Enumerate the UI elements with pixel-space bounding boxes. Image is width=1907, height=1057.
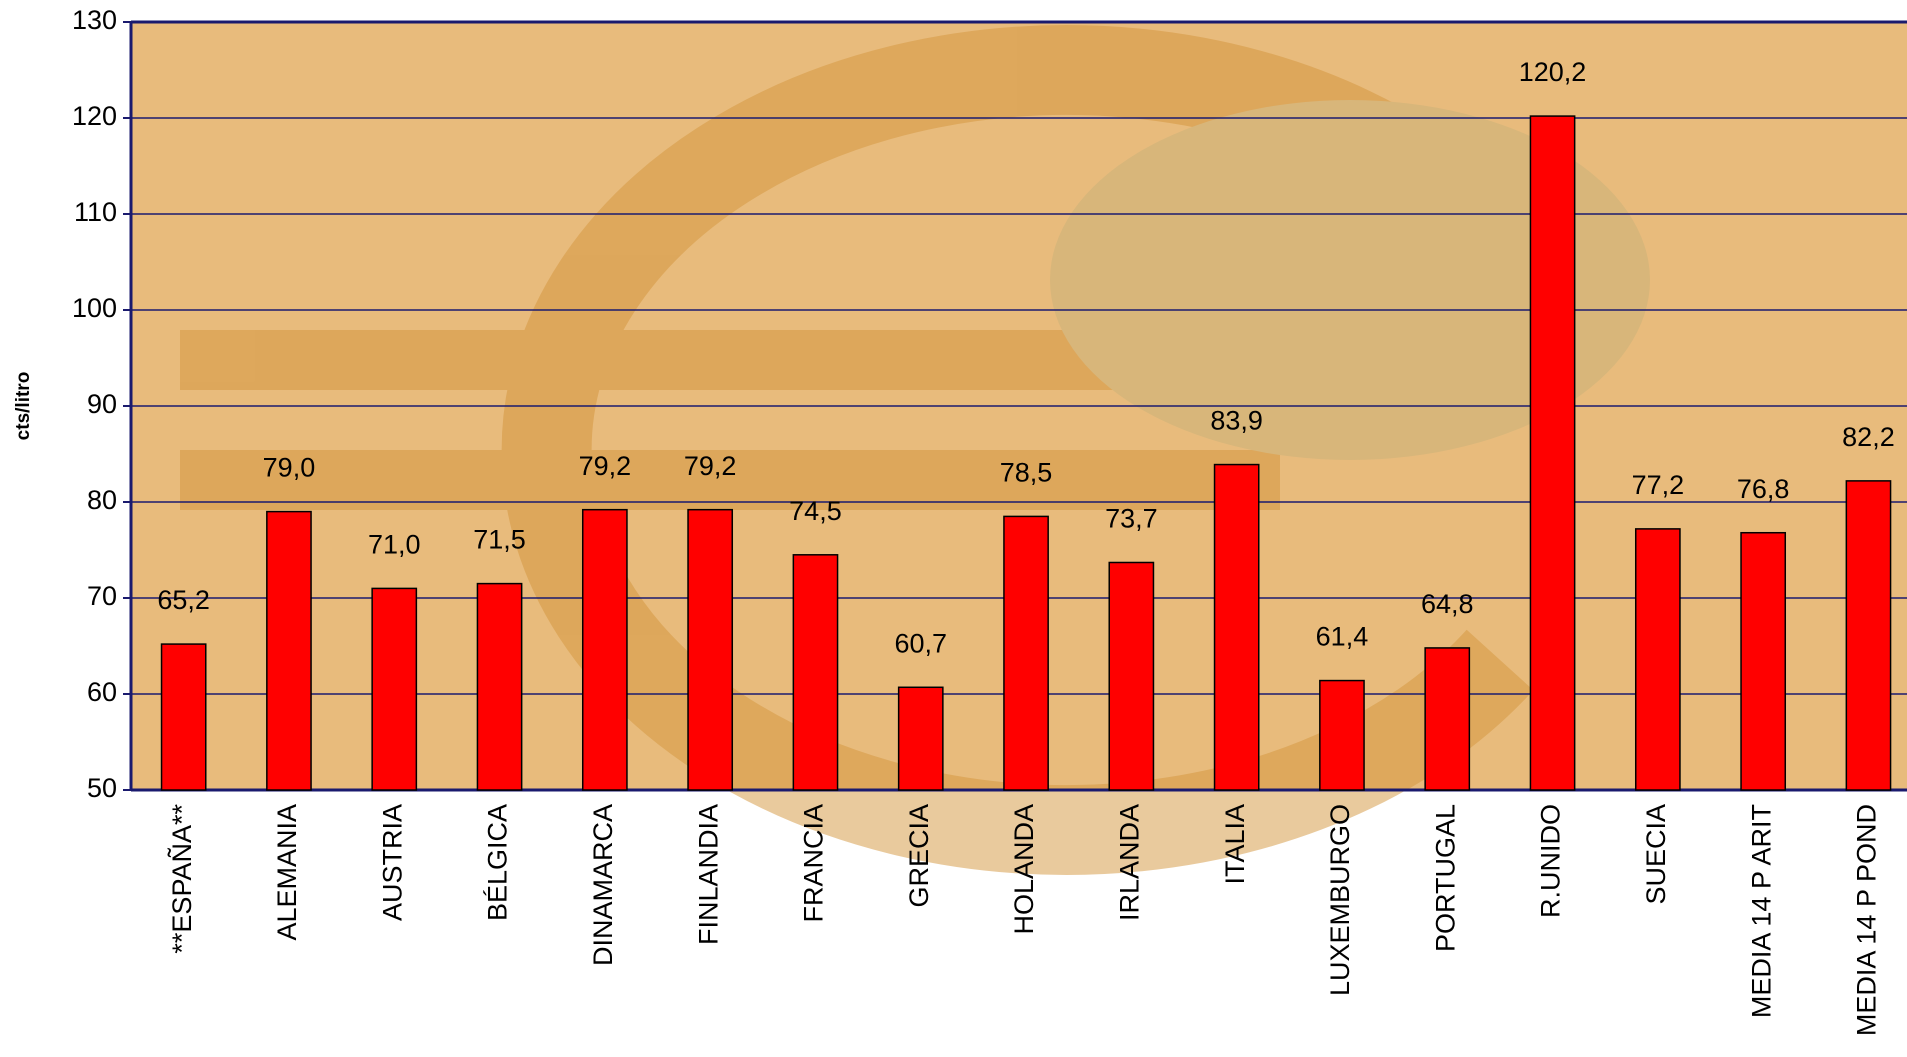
value-label: 78,5 [1000, 458, 1053, 488]
value-label: 61,4 [1316, 622, 1369, 652]
value-label: 77,2 [1632, 470, 1685, 500]
value-label: 71,0 [368, 530, 421, 560]
y-tick-label: 100 [72, 293, 117, 323]
bar [1213, 463, 1260, 791]
value-label: 83,9 [1210, 406, 1263, 436]
y-tick-label: 50 [87, 773, 117, 803]
bar [1634, 528, 1681, 791]
x-tick-label: HOLANDA [1009, 804, 1039, 935]
bar [687, 508, 734, 791]
y-tick-label: 120 [72, 101, 117, 131]
x-tick-label: IRLANDA [1114, 804, 1144, 921]
x-tick-label: MEDIA 14 P ARIT [1746, 804, 1776, 1018]
x-tick-label: R.UNIDO [1536, 804, 1566, 918]
bar [371, 587, 418, 791]
value-label: 79,2 [579, 451, 632, 481]
y-tick-label: 90 [87, 389, 117, 419]
y-axis-label: cts/litro [13, 372, 34, 441]
x-tick-label: ITALIA [1220, 804, 1250, 885]
x-tick-label: PORTUGAL [1430, 804, 1460, 952]
x-tick-label: FINLANDIA [693, 804, 723, 945]
y-tick-label: 80 [87, 485, 117, 515]
value-label: 76,8 [1737, 474, 1790, 504]
bar [476, 582, 523, 791]
value-label: 60,7 [894, 628, 947, 658]
value-label: 82,2 [1842, 422, 1895, 452]
bar [160, 643, 207, 791]
bar [1003, 515, 1049, 791]
x-tick-label: AUSTRIA [377, 804, 407, 921]
y-tick-label: 60 [87, 677, 117, 707]
bar [1845, 480, 1892, 791]
value-label: 120,2 [1519, 57, 1587, 87]
x-tick-label: FRANCIA [799, 804, 829, 923]
x-tick-label: BÉLGICA [483, 804, 513, 921]
y-tick-label: 110 [74, 197, 117, 227]
x-tick-label: **ESPAÑA** [166, 804, 197, 954]
value-label: 79,2 [684, 451, 737, 481]
x-tick-label: GRECIA [904, 804, 934, 908]
euro-watermark [180, 25, 1650, 875]
bar [897, 686, 944, 791]
x-tick-label: DINAMARCA [588, 804, 618, 966]
bar [1319, 679, 1365, 791]
y-tick-label: 70 [87, 581, 117, 611]
bar [792, 554, 839, 791]
y-tick-label: 130 [72, 5, 117, 35]
value-label: 73,7 [1105, 504, 1158, 534]
value-label: 74,5 [789, 496, 842, 526]
x-tick-label: MEDIA 14 P POND [1852, 804, 1882, 1036]
bar [1424, 647, 1471, 791]
value-label: 79,0 [263, 453, 316, 483]
x-tick-label: LUXEMBURGO [1325, 804, 1355, 996]
bar [581, 508, 628, 791]
bar [266, 510, 312, 791]
x-tick-label: SUECIA [1641, 804, 1671, 905]
x-tick-label: ALEMANIA [272, 804, 302, 941]
bar [1740, 531, 1787, 791]
value-label: 64,8 [1421, 589, 1474, 619]
bar [1529, 115, 1576, 791]
value-label: 71,5 [473, 525, 526, 555]
value-label: 65,2 [157, 585, 210, 615]
bar [1108, 561, 1155, 791]
